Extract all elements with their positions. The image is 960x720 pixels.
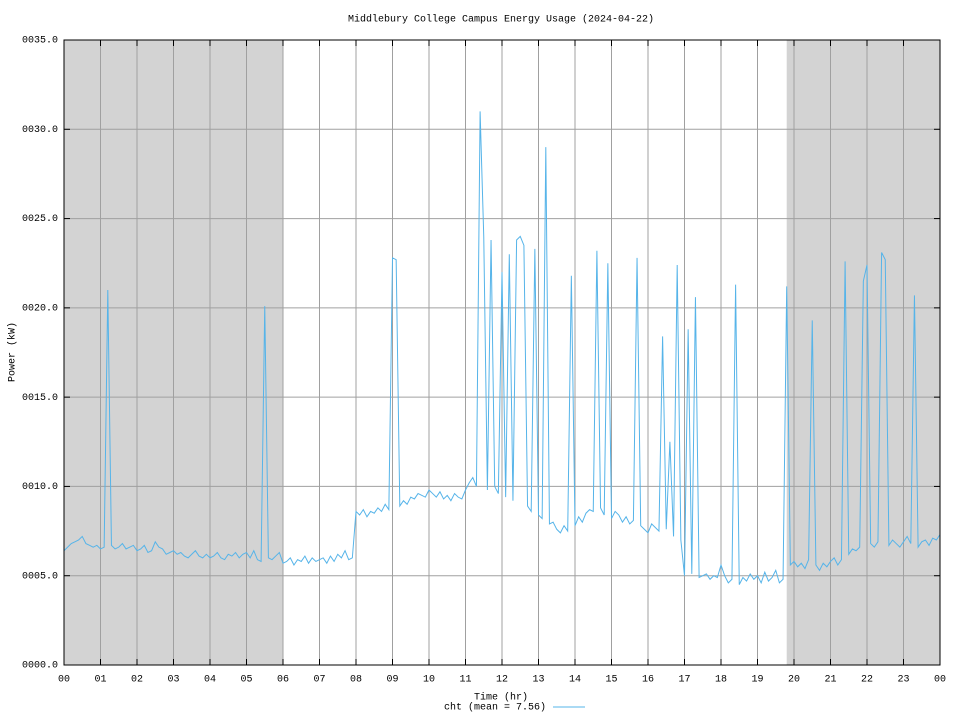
- legend-label: cht (mean = 7.56): [444, 702, 546, 714]
- x-tick-label: 02: [131, 675, 143, 686]
- plot-border: [63, 39, 941, 666]
- data-line: [63, 111, 941, 585]
- y-tick-label: 0015.0: [22, 393, 58, 404]
- x-tick-label: 04: [204, 675, 216, 686]
- x-tick-label: 23: [897, 675, 909, 686]
- x-tick-label: 07: [313, 675, 325, 686]
- x-tick-label: 12: [496, 675, 508, 686]
- y-tick-label: 0010.0: [22, 482, 58, 493]
- x-tick-label: 00: [58, 675, 70, 686]
- shaded-region: [786, 40, 940, 665]
- x-tick-label: 01: [94, 675, 106, 686]
- y-axis-label: Power (kW): [7, 322, 19, 382]
- x-tick-label: 09: [386, 675, 398, 686]
- x-tick-label: 08: [350, 675, 362, 686]
- x-tick-label: 22: [861, 675, 873, 686]
- x-tick-label: 14: [569, 675, 581, 686]
- x-tick-label: 17: [678, 675, 690, 686]
- x-tick-label: 10: [423, 675, 435, 686]
- x-axis-label: Time (hr): [474, 692, 528, 704]
- y-tick-label: 0000.0: [22, 661, 58, 672]
- x-tick-label: 06: [277, 675, 289, 686]
- x-tick-label: 20: [788, 675, 800, 686]
- x-tick-label: 15: [605, 675, 617, 686]
- chart-title: Middlebury College Campus Energy Usage (…: [348, 14, 654, 26]
- x-tick-label: 19: [751, 675, 763, 686]
- x-tick-label: 13: [532, 675, 544, 686]
- x-tick-label: 05: [240, 675, 252, 686]
- x-tick-label: 21: [824, 675, 836, 686]
- plot-underlay: [63, 39, 941, 666]
- x-tick-label: 11: [459, 675, 471, 686]
- y-tick-label: 0005.0: [22, 571, 58, 582]
- x-tick-label: 00: [934, 675, 946, 686]
- y-tick-label: 0025.0: [22, 214, 58, 225]
- x-tick-label: 16: [642, 675, 654, 686]
- x-tick-label: 18: [715, 675, 727, 686]
- y-tick-label: 0035.0: [22, 36, 58, 47]
- x-tick-label: 03: [167, 675, 179, 686]
- y-tick-label: 0030.0: [22, 125, 58, 136]
- y-tick-label: 0020.0: [22, 303, 58, 314]
